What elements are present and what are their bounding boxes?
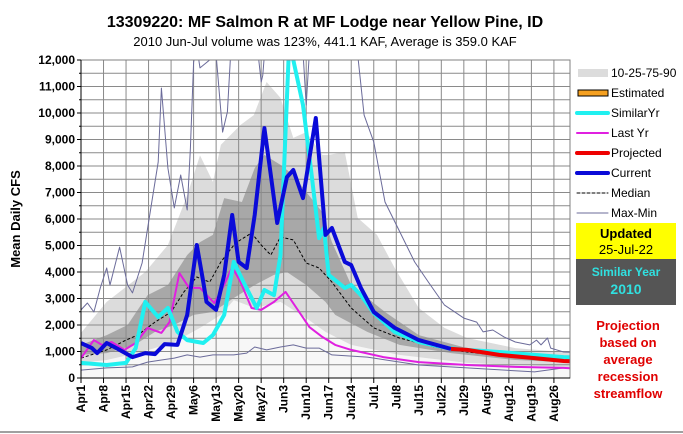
x-tick-label: May13	[209, 385, 223, 422]
similar-year-value: 2010	[610, 281, 641, 297]
legend-label: Estimated	[611, 86, 664, 100]
x-tick-label: Jun3	[277, 385, 291, 413]
x-tick-label: Apr1	[74, 385, 88, 413]
series-line-projected	[450, 346, 570, 364]
y-tick-label: 8,000	[45, 159, 75, 173]
legend-item: Projected	[575, 146, 662, 160]
x-tick-label: Apr15	[119, 385, 133, 419]
x-tick-label: May27	[254, 385, 268, 422]
axes: 0 1,000 2,000 3,000 4,000 5,000 6,000 7,000 8,00…	[38, 53, 570, 422]
x-tick-label: Jul8	[389, 385, 403, 409]
x-tick-label: Apr8	[97, 385, 111, 413]
plot-content	[81, 60, 570, 378]
series-line-similar	[81, 60, 570, 367]
x-tick-label: May6	[187, 385, 201, 415]
x-tick-label: Jul1	[367, 385, 381, 409]
y-tick-label: 5,000	[45, 239, 75, 253]
x-tick-label: Aug12	[502, 385, 516, 422]
legend-label: 10-25-75-90	[611, 66, 677, 80]
series-line-current	[81, 116, 452, 360]
x-tick-label: Aug26	[547, 385, 561, 422]
series-line-min	[81, 344, 570, 373]
y-tick-label: 4,000	[45, 265, 75, 279]
similar-year-box	[576, 259, 676, 305]
y-tick-label: 6,000	[45, 212, 75, 226]
y-tick-label: 10,000	[38, 106, 75, 120]
x-tick-label: Aug19	[524, 385, 538, 422]
x-tick-label: Apr29	[164, 385, 178, 419]
note-line: based on	[599, 335, 656, 350]
y-tick-label: 11,000	[39, 80, 75, 94]
updated-label: Updated	[600, 226, 652, 241]
legend-item: Last Yr	[576, 126, 649, 140]
note-line: recession	[598, 369, 659, 384]
legend: 10-25-75-90 Estimated SimilarYr Last Yr Proj…	[575, 66, 677, 220]
legend-item: Median	[576, 186, 650, 200]
series-line-max	[81, 60, 570, 353]
legend-label: Max-Min	[611, 206, 657, 220]
plot-area	[80, 59, 571, 379]
note-line: streamflow	[594, 386, 664, 401]
x-tick-label: Jul29	[457, 385, 471, 416]
legend-item: Estimated	[577, 86, 664, 100]
y-tick-label: 7,000	[45, 186, 75, 200]
y-tick-label: 0	[68, 371, 75, 385]
x-tick-label: Jun10	[299, 385, 313, 420]
legend-label: SimilarYr	[611, 106, 660, 120]
legend-item: 10-25-75-90	[578, 66, 677, 80]
y-tick-label: 9,000	[45, 133, 75, 147]
chart-subtitle: 2010 Jun-Jul volume was 123%, 441.1 KAF,…	[133, 34, 517, 49]
note-line: Projection	[596, 318, 660, 333]
y-tick-label: 2,000	[45, 318, 75, 332]
x-tick-label: Aug5	[479, 385, 493, 415]
similar-year-label: Similar Year	[592, 265, 661, 279]
legend-item: Current	[575, 166, 652, 180]
note-line: average	[603, 352, 652, 367]
y-axis-label: Mean Daily CFS	[8, 170, 23, 268]
legend-label: Current	[611, 166, 652, 180]
legend-item: SimilarYr	[575, 106, 660, 120]
x-tick-label: Jul22	[434, 385, 448, 416]
x-tick-label: Jun17	[322, 385, 336, 420]
x-tick-label: May20	[232, 385, 246, 422]
updated-box	[576, 223, 676, 259]
y-tick-label: 12,000	[38, 53, 75, 67]
legend-label: Median	[611, 186, 650, 200]
projection-note: Projection based on average recession st…	[594, 318, 664, 401]
legend-label: Projected	[611, 146, 662, 160]
legend-item: Max-Min	[576, 206, 657, 220]
x-tick-label: Jun24	[344, 385, 358, 420]
x-tick-label: Jul15	[412, 385, 426, 416]
legend-swatch-estimated	[577, 89, 609, 97]
y-tick-label: 1,000	[45, 345, 75, 359]
legend-swatch-band	[578, 69, 608, 77]
legend-label: Last Yr	[611, 126, 649, 140]
updated-date: 25-Jul-22	[599, 242, 653, 257]
x-tick-label: Apr22	[142, 385, 156, 419]
chart-title: 13309220: MF Salmon R at MF Lodge near Y…	[107, 14, 543, 31]
y-tick-label: 3,000	[45, 292, 75, 306]
